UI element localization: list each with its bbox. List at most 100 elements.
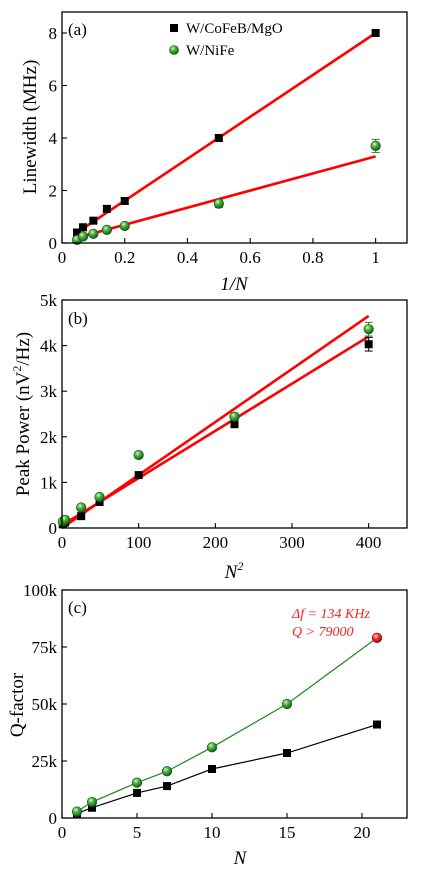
y-tick-label: 2k xyxy=(40,428,58,447)
y-tick-label: 3k xyxy=(40,382,58,401)
legend-square-marker xyxy=(170,24,178,32)
legend-sphere-marker xyxy=(169,45,179,55)
legend-entry-cofeb: W/CoFeB/MgO xyxy=(186,21,283,37)
data-point-square xyxy=(73,228,82,237)
panel-b-xlabel: N2 xyxy=(224,559,244,583)
panel-b-ylabel-main: Peak Power (nV xyxy=(13,371,34,496)
data-point-sphere xyxy=(133,449,144,461)
data-point-sphere xyxy=(88,228,99,239)
data-point-square xyxy=(88,803,96,812)
y-tick-label: 8 xyxy=(49,24,58,43)
data-point-square xyxy=(89,216,98,225)
data-point-square xyxy=(77,512,86,521)
panel-b-ylabel-sup: 2 xyxy=(10,366,24,372)
data-point-sphere xyxy=(101,224,112,235)
x-tick-label: 10 xyxy=(204,823,221,842)
data-point-square xyxy=(208,764,216,773)
data-point-square xyxy=(133,788,141,797)
legend-entry-nife: W/NiFe xyxy=(186,43,235,59)
series-line xyxy=(76,723,378,815)
data-point-sphere xyxy=(86,796,98,808)
y-tick-label: 1k xyxy=(40,473,58,492)
x-tick-label: 0.4 xyxy=(177,248,199,267)
x-tick-label: 0 xyxy=(58,533,67,552)
data-point-square xyxy=(79,223,88,232)
panel-c-data xyxy=(71,632,383,818)
x-tick-label: 1 xyxy=(371,248,380,267)
y-tick-label: 4k xyxy=(40,337,58,356)
y-tick-label: 100k xyxy=(23,581,58,600)
data-point-sphere xyxy=(161,766,173,777)
data-point-square xyxy=(230,420,239,429)
x-tick-label: 0 xyxy=(58,248,67,267)
data-point-square xyxy=(214,134,223,142)
data-point-sphere xyxy=(213,198,224,209)
x-tick-label: 0.6 xyxy=(240,248,261,267)
data-point-sphere xyxy=(131,777,143,788)
series-line xyxy=(76,637,378,813)
panel-b-ylabel: Peak Power (nV2/Hz) xyxy=(10,332,34,496)
panel-b-frame xyxy=(61,299,408,529)
panel-c-label: (c) xyxy=(68,598,87,617)
y-tick-label: 0 xyxy=(49,519,58,538)
panel-b: (b) N2 Peak Power (nV2/Hz) 0 100 200 300 400… xyxy=(10,291,408,583)
data-point-highlight xyxy=(371,632,383,643)
y-tick-label: 4 xyxy=(49,129,58,148)
x-tick-label: 15 xyxy=(279,823,296,842)
data-point-sphere xyxy=(363,324,374,335)
y-tick-label: 75k xyxy=(32,638,58,657)
y-tick-label: 25k xyxy=(32,752,58,771)
panel-c-frame xyxy=(61,589,408,819)
panel-b-data xyxy=(57,314,374,530)
panel-a-data xyxy=(71,29,381,245)
data-point-sphere xyxy=(71,806,83,817)
y-tick-label: 0 xyxy=(49,234,58,253)
data-point-square xyxy=(163,782,171,791)
data-point-sphere xyxy=(206,742,218,753)
panel-a-ylabel: Linewidth (MHz) xyxy=(20,60,41,195)
panel-c-annotation-q: Q > 79000 xyxy=(292,625,354,640)
data-point-sphere xyxy=(119,220,130,232)
data-point-sphere xyxy=(370,140,381,151)
data-point-sphere xyxy=(94,491,105,503)
panel-c-xlabel: N xyxy=(233,848,248,869)
x-tick-label: 0 xyxy=(58,823,67,842)
data-point-sphere xyxy=(229,411,240,422)
y-tick-label: 0 xyxy=(49,809,58,828)
panel-a-xlabel: 1/N xyxy=(220,274,249,295)
y-tick-label: 6 xyxy=(49,77,58,96)
data-point-square xyxy=(283,749,291,758)
y-tick-label: 2 xyxy=(49,182,58,201)
data-point-sphere xyxy=(281,698,293,710)
y-tick-label: 5k xyxy=(40,291,58,310)
x-tick-label: 0.8 xyxy=(302,248,323,267)
panel-a-legend: W/CoFeB/MgO W/NiFe xyxy=(169,21,283,59)
data-point-sphere xyxy=(59,514,71,525)
x-tick-label: 5 xyxy=(133,823,142,842)
panel-b-ylabel-tail: /Hz) xyxy=(13,332,34,366)
fit-line xyxy=(61,314,370,530)
panel-a: (a) W/CoFeB/MgO W/NiFe 1/N Linewidth (MH… xyxy=(20,11,408,295)
data-point-sphere xyxy=(77,231,89,242)
data-point-square xyxy=(371,29,380,37)
data-point-square xyxy=(120,197,129,205)
panel-b-xlabel-main: N xyxy=(224,562,239,583)
x-tick-label: 100 xyxy=(126,533,152,552)
x-tick-label: 20 xyxy=(354,823,371,842)
panel-a-frame xyxy=(61,11,408,244)
panel-b-label: (b) xyxy=(68,309,88,328)
data-point-square xyxy=(364,340,373,349)
x-tick-label: 400 xyxy=(356,533,382,552)
data-point-square xyxy=(134,471,143,480)
panel-b-xlabel-sup: 2 xyxy=(237,559,243,573)
panel-c-ylabel: Q-factor xyxy=(7,672,28,737)
x-tick-label: 200 xyxy=(203,533,229,552)
panel-c-annotation-linewidth: Δf = 134 KHz xyxy=(291,607,371,622)
data-point-square xyxy=(373,720,381,729)
y-tick-label: 50k xyxy=(32,695,58,714)
panel-a-label: (a) xyxy=(68,20,87,39)
panel-c: (c) Δf = 134 KHz Q > 79000 N Q-factor 0 5… xyxy=(7,581,408,869)
data-point-square xyxy=(102,204,111,213)
x-tick-label: 300 xyxy=(279,533,305,552)
